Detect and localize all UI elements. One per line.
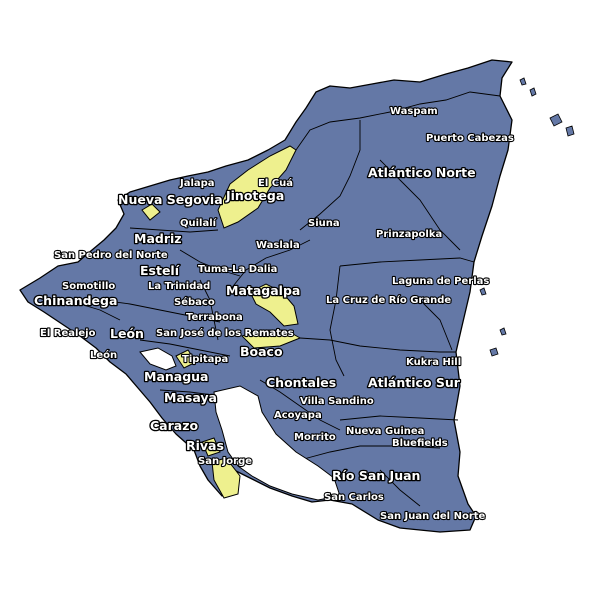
label-esteli: Estelí	[140, 263, 180, 278]
label-rio-san-juan: Río San Juan	[332, 468, 420, 483]
label-rivas: Rivas	[186, 438, 224, 453]
highlight-san-jorge	[211, 457, 241, 499]
label-terrabona: Terrabona	[186, 312, 243, 323]
label-leon: León	[110, 326, 144, 341]
label-madriz: Madriz	[134, 231, 182, 246]
label-jalapa: Jalapa	[179, 178, 215, 189]
label-el-cua: El Cuá	[258, 177, 293, 189]
label-atlantico-sur: Atlántico Sur	[368, 375, 461, 390]
label-nueva-segovia: Nueva Segovia	[118, 192, 223, 207]
label-kukra-hill: Kukra Hill	[406, 357, 461, 368]
label-san-carlos: San Carlos	[324, 492, 384, 503]
highlight-matagalpa	[249, 283, 299, 327]
label-waspam: Waspam	[390, 106, 438, 117]
label-san-jorge: San Jorge	[198, 456, 252, 467]
label-chinandega: Chinandega	[34, 293, 117, 308]
label-san-juan-del-norte: San Juan del Norte	[380, 511, 486, 522]
label-carazo: Carazo	[150, 418, 198, 433]
label-villa-sandino: Villa Sandino	[300, 396, 374, 407]
label-waslala: Waslala	[256, 240, 300, 251]
label-la-trinidad: La Trinidad	[148, 281, 210, 292]
label-san-pedro-del-norte: San Pedro del Norte	[54, 250, 168, 261]
label-sebaco: Sébaco	[174, 296, 215, 308]
label-somotillo: Somotillo	[62, 281, 115, 292]
department-labels: Nueva Segovia Jinotega Madriz Estelí Chi…	[33, 164, 477, 485]
label-puerto-cabezas: Puerto Cabezas	[426, 133, 514, 144]
highlight-el-cua	[217, 145, 297, 229]
highlight-jalapa	[141, 203, 161, 221]
label-prinzapolka: Prinzapolka	[376, 229, 442, 240]
label-la-cruz-de-rio-grande: La Cruz de Río Grande	[326, 294, 451, 306]
label-san-jose-de-los-remates: San José de los Remates	[156, 327, 294, 339]
label-acoyapa: Acoyapa	[274, 410, 322, 421]
caribbean-islands	[479, 77, 575, 357]
label-siuna: Siuna	[308, 218, 340, 229]
label-nueva-guinea: Nueva Guinea	[346, 426, 424, 437]
label-atlantico-norte: Atlántico Norte	[368, 165, 476, 180]
label-laguna-de-perlas: Laguna de Perlas	[392, 276, 489, 287]
label-el-realejo: El Realejo	[40, 328, 96, 339]
label-tipitapa: Tipitapa	[182, 354, 228, 365]
highlight-rivas	[201, 437, 221, 457]
lake-nicaragua	[213, 385, 341, 501]
label-chontales: Chontales	[266, 375, 336, 390]
label-matagalpa: Matagalpa	[226, 283, 300, 298]
label-managua: Managua	[144, 369, 209, 384]
highlight-managua	[175, 349, 197, 369]
label-leon-municipality: León	[90, 349, 117, 361]
label-jinotega: Jinotega	[225, 188, 284, 203]
lake-managua	[139, 347, 177, 371]
label-masaya: Masaya	[164, 390, 217, 405]
label-bluefields: Bluefields	[392, 438, 448, 449]
label-morrito: Morrito	[294, 432, 336, 443]
municipality-labels: Waspam Puerto Cabezas El Cuá Jalapa Quil…	[39, 105, 515, 523]
label-tuma-la-dalia: Tuma-La Dalia	[198, 264, 277, 275]
label-boaco: Boaco	[240, 344, 283, 359]
label-quilali: Quilalí	[180, 217, 217, 229]
